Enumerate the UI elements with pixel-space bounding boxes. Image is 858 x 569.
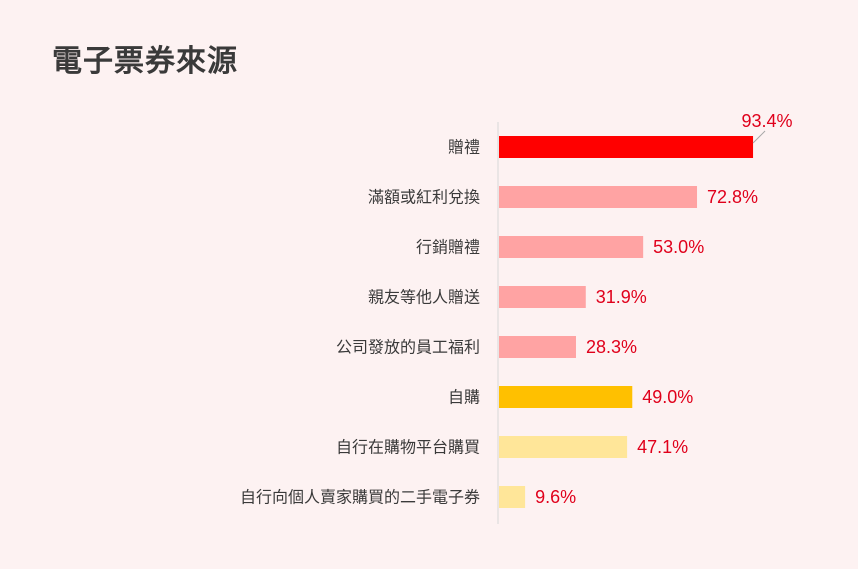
- category-labels-group: 贈禮滿額或紅利兌換行銷贈禮親友等他人贈送公司發放的員工福利自購自行在購物平台購買…: [240, 138, 480, 507]
- leader-line: [752, 130, 766, 144]
- category-label-7: 自行在購物平台購買: [336, 438, 480, 457]
- category-label-3: 行銷贈禮: [416, 238, 480, 257]
- category-label-2: 滿額或紅利兌換: [368, 188, 480, 207]
- category-label-4: 親友等他人贈送: [368, 288, 480, 307]
- bar-5: [499, 336, 576, 358]
- bar-8: [499, 486, 526, 508]
- bar-2: [499, 186, 698, 208]
- value-labels-group: 93.4% 72.8% 53.0% 31.9% 28.3% 49.0% 47.1% 9.6%: [535, 111, 792, 507]
- bar-7: [499, 436, 628, 458]
- value-label-7: 47.1%: [637, 437, 688, 457]
- category-label-6: 自購: [448, 388, 480, 407]
- value-label-8: 9.6%: [535, 487, 576, 507]
- bar-4: [499, 286, 586, 308]
- category-label-8: 自行向個人賣家購買的二手電子券: [240, 488, 480, 507]
- bars-group: [499, 136, 754, 508]
- value-label-4: 31.9%: [596, 287, 647, 307]
- bar-3: [499, 236, 644, 258]
- chart-title: 電子票券來源: [52, 44, 238, 79]
- category-label-5: 公司發放的員工福利: [336, 338, 480, 357]
- value-label-6: 49.0%: [642, 387, 693, 407]
- bar-1: [499, 136, 754, 158]
- value-label-5: 28.3%: [586, 337, 637, 357]
- bar-6: [499, 386, 633, 408]
- category-label-1: 贈禮: [448, 138, 480, 157]
- value-label-1: 93.4%: [742, 111, 793, 131]
- value-label-2: 72.8%: [707, 187, 758, 207]
- value-label-3: 53.0%: [653, 237, 704, 257]
